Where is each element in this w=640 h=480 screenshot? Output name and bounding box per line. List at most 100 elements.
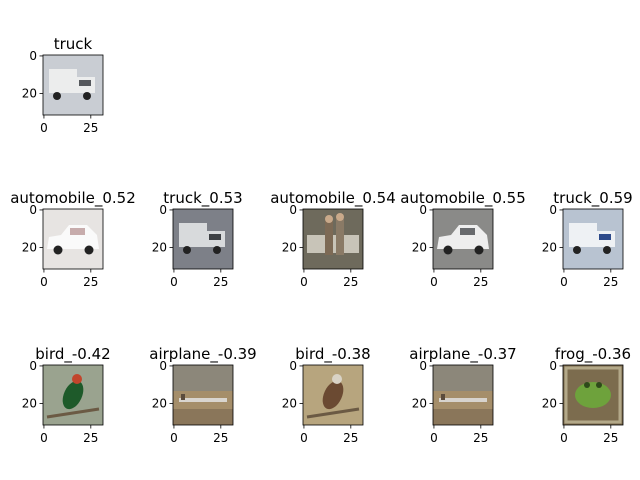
axes-frame bbox=[302, 364, 364, 426]
wheel-shape bbox=[213, 246, 221, 254]
x-tick-label: 0 bbox=[40, 431, 48, 445]
truck-box-shape bbox=[49, 69, 77, 93]
branch-shape bbox=[46, 407, 100, 419]
wheel-shape bbox=[83, 92, 91, 100]
y-tick-label: 0 bbox=[29, 49, 37, 63]
axes-frame bbox=[562, 364, 624, 426]
x-tick-label: 0 bbox=[430, 431, 438, 445]
wheel-shape bbox=[84, 245, 94, 255]
panel-title: automobile_0.52 bbox=[10, 189, 136, 208]
panel-title: truck_0.53 bbox=[163, 189, 242, 208]
axes-frame bbox=[42, 208, 104, 270]
wheel-shape bbox=[53, 92, 61, 100]
axes-frame bbox=[432, 208, 494, 270]
bird-body-shape bbox=[322, 380, 344, 410]
y-tick-label: 20 bbox=[542, 396, 557, 410]
x-tick-label: 25 bbox=[603, 431, 618, 445]
sky-shape bbox=[433, 365, 493, 391]
wheel-shape bbox=[53, 245, 63, 255]
y-tick-label: 0 bbox=[419, 359, 427, 373]
wheel-shape bbox=[603, 246, 611, 254]
y-tick-label: 0 bbox=[159, 203, 167, 217]
x-tick-label: 0 bbox=[170, 275, 178, 289]
panel-title: automobile_0.55 bbox=[400, 189, 526, 208]
panel-title: truck bbox=[54, 35, 93, 53]
car-body-shape bbox=[47, 225, 99, 249]
frog-eye-shape bbox=[596, 382, 602, 388]
image-panel: truck 0 20 0 25 bbox=[22, 35, 104, 135]
wheel-shape bbox=[443, 245, 453, 255]
fuselage-shape bbox=[179, 398, 227, 402]
x-tick-label: 0 bbox=[40, 121, 48, 135]
car-window-shape bbox=[460, 228, 475, 235]
x-tick-label: 25 bbox=[343, 275, 358, 289]
x-tick-label: 0 bbox=[560, 431, 568, 445]
y-tick-label: 20 bbox=[22, 86, 37, 100]
ground-shape bbox=[173, 409, 233, 425]
axes-frame bbox=[42, 364, 104, 426]
x-tick-label: 25 bbox=[83, 121, 98, 135]
y-tick-label: 0 bbox=[549, 203, 557, 217]
y-tick-label: 20 bbox=[22, 240, 37, 254]
x-tick-label: 0 bbox=[430, 275, 438, 289]
y-tick-label: 20 bbox=[412, 396, 427, 410]
x-tick-label: 25 bbox=[83, 275, 98, 289]
y-tick-label: 20 bbox=[542, 240, 557, 254]
y-tick-label: 0 bbox=[29, 359, 37, 373]
sky-shape bbox=[173, 365, 233, 391]
x-tick-label: 0 bbox=[170, 431, 178, 445]
axes-frame bbox=[42, 54, 104, 116]
axes-frame bbox=[562, 208, 624, 270]
x-tick-label: 25 bbox=[83, 431, 98, 445]
y-tick-label: 0 bbox=[159, 359, 167, 373]
tail-shape bbox=[441, 394, 445, 400]
bird-head-shape bbox=[332, 374, 342, 384]
truck-box-shape bbox=[569, 223, 597, 247]
car-window-shape bbox=[70, 228, 85, 235]
panel-title: bird_-0.42 bbox=[35, 345, 110, 364]
x-tick-label: 25 bbox=[603, 275, 618, 289]
person-shape bbox=[336, 219, 344, 255]
truck-box-shape bbox=[179, 223, 207, 247]
axes-frame bbox=[172, 208, 234, 270]
bird-head-shape bbox=[72, 374, 82, 384]
y-tick-label: 0 bbox=[289, 359, 297, 373]
panel-title: airplane_-0.39 bbox=[149, 345, 256, 364]
panel-title: airplane_-0.37 bbox=[409, 345, 516, 364]
truck-window-shape bbox=[209, 234, 221, 240]
branch-shape bbox=[306, 407, 360, 419]
panel-title: bird_-0.38 bbox=[295, 345, 370, 364]
car-body-shape bbox=[437, 225, 489, 249]
axes-frame bbox=[432, 364, 494, 426]
frame-shape bbox=[564, 366, 622, 424]
x-tick-label: 0 bbox=[300, 431, 308, 445]
ground-shape bbox=[433, 409, 493, 425]
panel-title: truck_0.59 bbox=[553, 189, 632, 208]
tail-shape bbox=[181, 394, 185, 400]
x-tick-label: 25 bbox=[473, 275, 488, 289]
y-tick-label: 20 bbox=[282, 396, 297, 410]
truck-window-shape bbox=[599, 234, 611, 240]
wheel-shape bbox=[474, 245, 484, 255]
x-tick-label: 25 bbox=[213, 275, 228, 289]
y-tick-label: 0 bbox=[289, 203, 297, 217]
panel-title: automobile_0.54 bbox=[270, 189, 396, 208]
x-tick-label: 25 bbox=[213, 431, 228, 445]
head-shape bbox=[325, 215, 333, 223]
axes-frame bbox=[172, 364, 234, 426]
x-tick-label: 0 bbox=[40, 275, 48, 289]
fuselage-shape bbox=[439, 398, 487, 402]
y-tick-label: 0 bbox=[419, 203, 427, 217]
truck-window-shape bbox=[79, 80, 91, 86]
axes-frame bbox=[302, 208, 364, 270]
y-tick-label: 20 bbox=[22, 396, 37, 410]
y-tick-label: 0 bbox=[549, 359, 557, 373]
x-tick-label: 25 bbox=[343, 431, 358, 445]
